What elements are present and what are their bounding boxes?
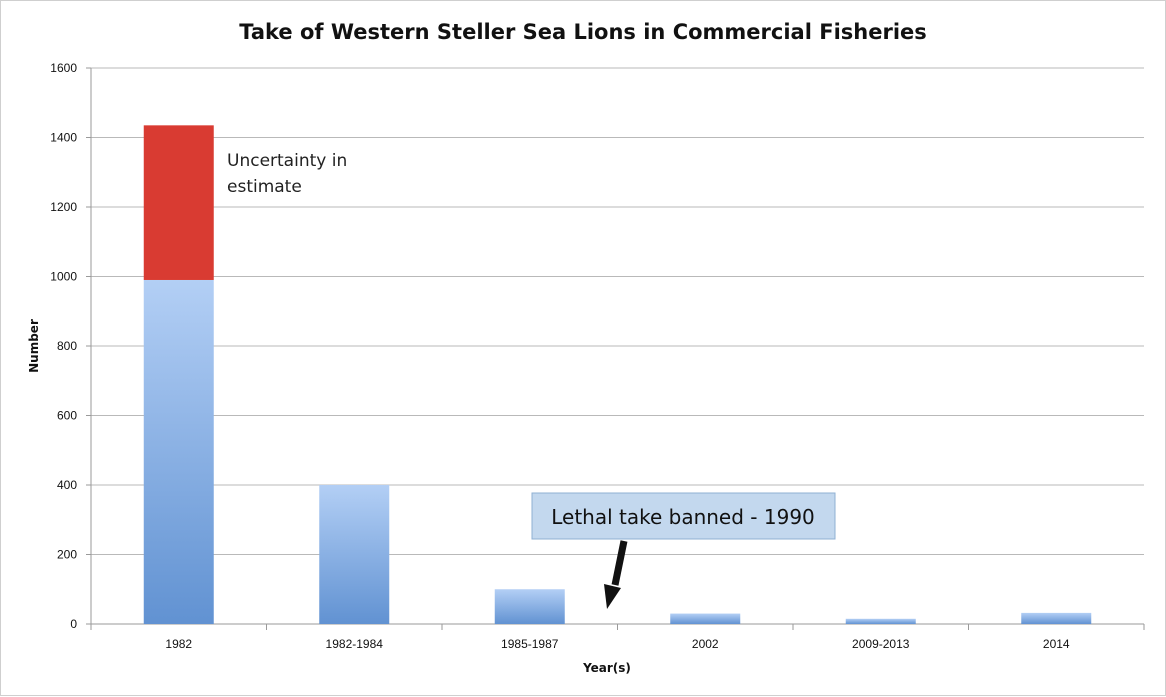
x-tick-marks <box>90 624 1145 630</box>
grid-lines <box>86 67 1144 625</box>
y-tick-label: 0 <box>70 617 77 631</box>
bar-uncertainty-1982 <box>143 125 214 280</box>
callout-arrow-shaft <box>611 540 628 586</box>
y-tick-label: 200 <box>57 548 77 562</box>
y-tick-label: 1200 <box>50 200 77 214</box>
y-tick-label: 1000 <box>50 270 77 284</box>
bar-1985-1987 <box>494 589 565 624</box>
callout-text: Lethal take banned - 1990 <box>551 505 815 529</box>
bar-2014 <box>1021 612 1092 624</box>
x-tick-label: 1982-1984 <box>326 637 384 651</box>
chart-title: Take of Western Steller Sea Lions in Com… <box>239 20 927 44</box>
y-tick-label: 800 <box>57 339 77 353</box>
x-tick-label: 1982 <box>165 637 192 651</box>
callout-box <box>531 492 836 540</box>
x-tick-label: 1985-1987 <box>501 637 559 651</box>
bar-1982-1984 <box>319 485 390 624</box>
uncertainty-annotation-line-2: estimate <box>227 177 302 197</box>
annotations: Uncertainty in estimate Lethal take bann… <box>227 151 836 609</box>
y-tick-labels: 0 200 400 600 800 1000 1200 1400 1600 <box>50 61 77 631</box>
callout-arrow-head <box>604 584 621 609</box>
x-tick-label: 2002 <box>692 637 719 651</box>
bar-1982 <box>143 279 214 624</box>
x-axis-label: Year(s) <box>582 661 631 675</box>
bar-2009-2013 <box>845 618 916 624</box>
y-tick-label: 1400 <box>50 131 77 145</box>
x-tick-label: 2009-2013 <box>852 637 910 651</box>
x-tick-labels: 1982 1982-1984 1985-1987 2002 2009-2013 2014 <box>165 637 1070 651</box>
uncertainty-annotation-line-1: Uncertainty in <box>227 151 347 171</box>
y-tick-label: 1600 <box>50 61 77 75</box>
y-tick-label: 400 <box>57 478 77 492</box>
y-axis-label: Number <box>27 319 41 373</box>
bar-2002 <box>670 613 741 624</box>
x-tick-label: 2014 <box>1043 637 1070 651</box>
bars <box>143 125 1092 624</box>
y-tick-label: 600 <box>57 409 77 423</box>
